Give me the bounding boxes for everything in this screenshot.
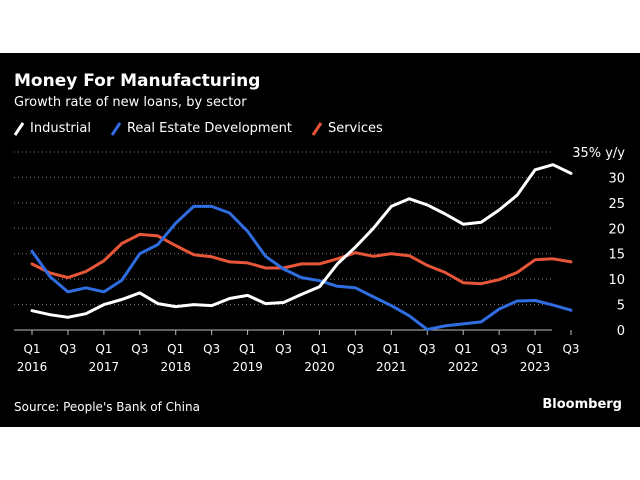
legend-item-industrial: Industrial (14, 121, 91, 136)
x-tick-label: Q1 (239, 342, 256, 356)
x-tick-label: Q1 (95, 342, 112, 356)
series-line-industrial (30, 163, 573, 319)
x-tick-label: Q3 (562, 342, 579, 356)
chart-title: Money For Manufacturing (14, 71, 261, 91)
y-tick-label: 25 (608, 197, 625, 212)
legend-swatch-industrial (14, 121, 24, 136)
x-tick-label: Q1 (383, 342, 400, 356)
legend-item-services: Services (311, 121, 383, 136)
x-tick-label: Q1 (455, 342, 472, 356)
x-tick-label: Q1 (527, 342, 544, 356)
line-chart: 0 5 10 15 20 25 30 35% y/y Q1 2016 Q3 Q1 2017 Q3 Q1 201… (14, 146, 625, 374)
series-line-real-estate-development (30, 204, 573, 331)
y-tick-label: 10 (608, 273, 625, 288)
x-tick-year: 2023 (520, 360, 551, 374)
source-note: Source: People's Bank of China (14, 400, 200, 414)
x-tick-year: 2021 (376, 360, 407, 374)
x-tick-label: Q1 (167, 342, 184, 356)
x-tick-label: Q3 (347, 342, 364, 356)
legend-label-industrial: Industrial (30, 121, 91, 136)
legend-swatch-services (311, 121, 322, 136)
bloomberg-logo: Bloomberg (542, 397, 622, 412)
x-tick-year: 2022 (448, 360, 479, 374)
x-tick-label: Q3 (131, 342, 148, 356)
legend-item-real-estate: Real Estate Development (110, 121, 292, 136)
y-tick-label: 0 (617, 324, 625, 339)
y-tick-label: 30 (608, 171, 625, 186)
x-tick-year: 2018 (160, 360, 191, 374)
x-tick-year: 2016 (17, 360, 48, 374)
legend-label-real-estate: Real Estate Development (126, 121, 292, 136)
y-tick-label: 5 (617, 299, 625, 314)
x-tick-label: Q3 (59, 342, 76, 356)
x-tick-label: Q1 (311, 342, 328, 356)
y-tick-label: 20 (608, 222, 625, 237)
x-tick-label: Q3 (203, 342, 220, 356)
x-tick-label: Q3 (419, 342, 436, 356)
x-tick-year: 2019 (232, 360, 263, 374)
legend-label-services: Services (327, 121, 383, 136)
series-line-services (30, 232, 573, 286)
legend: Industrial Real Estate Development Servi… (14, 121, 403, 136)
chart-panel: Money For Manufacturing Growth rate of n… (0, 53, 640, 427)
legend-swatch-real-estate (110, 121, 121, 136)
x-tick-year: 2017 (89, 360, 120, 374)
x-tick-label: Q1 (23, 342, 40, 356)
y-unit-label: 35% y/y (572, 146, 625, 161)
x-tick-label: Q3 (275, 342, 292, 356)
y-tick-label: 15 (608, 248, 625, 263)
chart-subtitle: Growth rate of new loans, by sector (14, 95, 247, 110)
x-tick-label: Q3 (491, 342, 508, 356)
x-tick-year: 2020 (304, 360, 335, 374)
